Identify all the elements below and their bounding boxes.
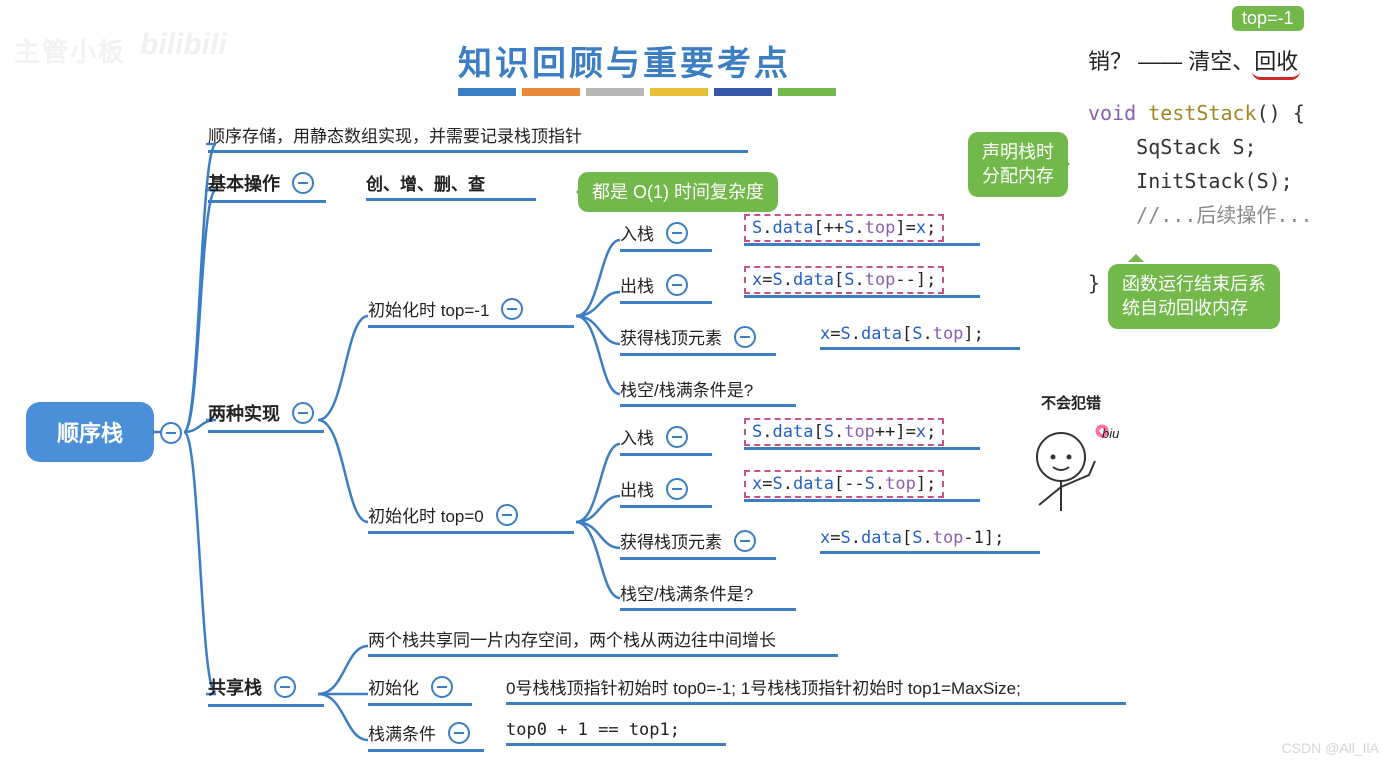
minus-icon [666,478,688,500]
sticker-title: 不会犯错 [1016,392,1126,413]
title-stripes [458,88,836,96]
node-a-peek[interactable]: 获得栈顶元素 [620,324,776,356]
root-node: 顺序栈 [26,402,154,462]
node-share-desc: 两个栈共享同一片内存空间，两个栈从两边往中间增长 [368,626,838,657]
reclaim-a: 清空、 [1188,49,1254,74]
node-init-0-label: 初始化时 top=0 [368,502,484,527]
node-basic-ops[interactable]: 基本操作 [208,170,326,203]
node-b-cond: 栈空/栈满条件是? [620,580,796,611]
page-title: 知识回顾与重要考点 [458,36,791,85]
node-init-neg1-label: 初始化时 top=-1 [368,296,489,321]
node-a-push[interactable]: 入栈 [620,220,712,252]
node-impl-label: 两种实现 [208,400,280,426]
code-block: void testStack() { SqStack S; InitStack(… [1088,96,1313,300]
leaf-label: 出栈 [620,476,654,501]
leaf-b-pop-code: x=S.data[--S.top]; [744,474,980,502]
leaf-b-peek-code: x=S.data[S.top-1]; [820,528,1040,554]
node-storage: 顺序存储，用静态数组实现，并需要记录栈顶指针 [208,122,748,153]
node-a-pop[interactable]: 出栈 [620,272,712,304]
watermark-text: 主管小板 [14,32,126,69]
minus-icon [292,172,314,194]
leaf-label: 获得栈顶元素 [620,324,722,349]
root-toggle[interactable] [160,421,182,444]
node-share-label: 共享栈 [208,674,262,700]
csdn-watermark: CSDN @All_IlA [1282,740,1379,756]
reclaim-q: 销？ —— [1088,49,1182,74]
callout-o1: 都是 O(1) 时间复杂度 [578,172,778,212]
minus-icon [666,222,688,244]
leaf-label: 获得栈顶元素 [620,528,722,553]
leaf-a-push-code: S.data[++S.top]=x; [744,218,980,246]
node-basic-detail: 创、增、删、查 [366,170,536,201]
minus-icon [666,274,688,296]
minus-icon [501,298,523,320]
minus-icon [274,676,296,698]
minus-icon [160,422,182,444]
leaf-share-full: top0 + 1 == top1; [506,720,726,746]
leaf-a-peek-code: x=S.data[S.top]; [820,324,1020,350]
leaf-share-init: 0号栈栈顶指针初始时 top0=-1; 1号栈栈顶指针初始时 top1=MaxS… [506,674,1126,705]
node-share[interactable]: 共享栈 [208,674,324,707]
root-label: 顺序栈 [57,416,123,448]
reclaim-b: 回收 [1254,44,1298,76]
leaf-label: 栈满条件 [368,720,436,745]
minus-icon [734,530,756,552]
node-basic-label: 基本操作 [208,170,280,196]
minus-icon [734,326,756,348]
node-init-0[interactable]: 初始化时 top=0 [368,502,574,534]
minus-icon [431,676,453,698]
node-impl[interactable]: 两种实现 [208,400,324,433]
node-b-push[interactable]: 入栈 [620,424,712,456]
minus-icon [666,426,688,448]
leaf-a-pop-code: x=S.data[S.top--]; [744,270,980,298]
leaf-b-push-code: S.data[S.top++]=x; [744,422,980,450]
minus-icon [292,402,314,424]
node-share-init[interactable]: 初始化 [368,674,472,706]
tag-top-neg1: top=-1 [1232,6,1304,31]
leaf-label: 初始化 [368,674,419,699]
reclaim-text: 销？ —— 清空、回收 [1088,44,1298,76]
node-a-cond: 栈空/栈满条件是? [620,376,796,407]
leaf-label: 入栈 [620,220,654,245]
node-b-peek[interactable]: 获得栈顶元素 [620,528,776,560]
leaf-label: 入栈 [620,424,654,449]
leaf-label: 出栈 [620,272,654,297]
sticker-biu: biu [1102,426,1119,441]
callout-decl: 声明栈时 分配内存 [968,132,1068,197]
node-b-pop[interactable]: 出栈 [620,476,712,508]
sticker-figure: 不会犯错 biu [1016,392,1126,530]
minus-icon [448,722,470,744]
node-share-full[interactable]: 栈满条件 [368,720,484,752]
minus-icon [496,504,518,526]
watermark-logo: bilibili [140,28,227,62]
node-init-neg1[interactable]: 初始化时 top=-1 [368,296,574,328]
